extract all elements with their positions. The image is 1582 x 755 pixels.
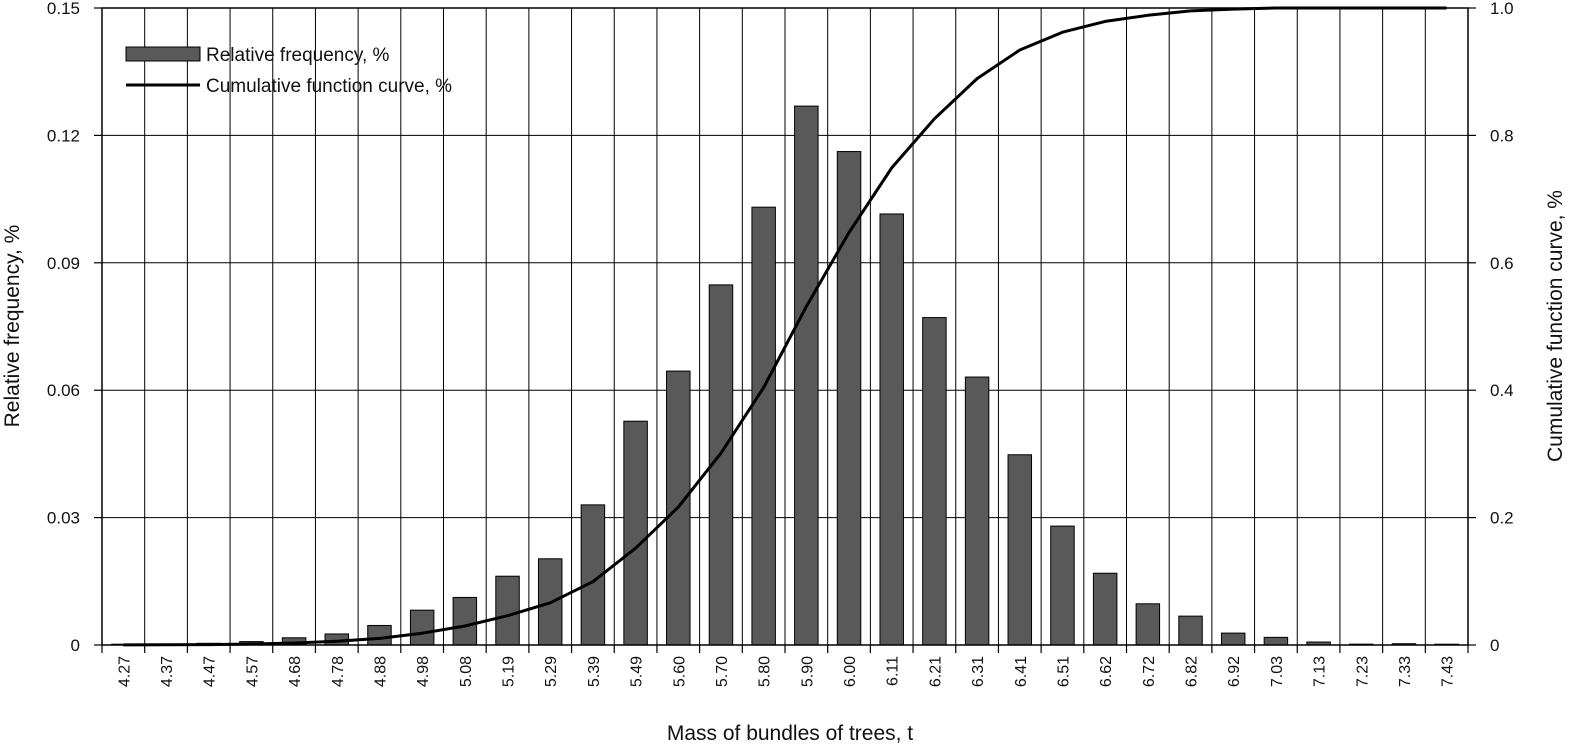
x-tick-label: 6.82 <box>1184 656 1201 687</box>
y2-axis-title: Cumulative function curve, % <box>1544 190 1567 462</box>
x-tick-label: 5.19 <box>501 656 518 687</box>
bar <box>879 213 904 646</box>
left-axis-ticks: 0 0.03 0.06 0.09 0.12 0.15 <box>47 0 102 655</box>
y-axis-title: Relative frequency, % <box>1 225 24 428</box>
x-tick-label: 6.92 <box>1226 656 1243 687</box>
bar <box>452 596 478 646</box>
y-tick-label: 0 <box>71 636 80 655</box>
x-tick-label: 6.62 <box>1098 656 1115 687</box>
y2-tick-label: 0.4 <box>1490 381 1514 400</box>
x-tick-label: 5.60 <box>671 656 688 687</box>
y2-tick-label: 1.0 <box>1490 0 1514 18</box>
x-tick-label: 4.78 <box>330 656 347 687</box>
x-tick-label: 4.57 <box>244 656 261 687</box>
y2-tick-label: 0 <box>1490 636 1499 655</box>
y-tick-label: 0.06 <box>47 381 80 400</box>
y2-tick-label: 0.8 <box>1490 126 1514 145</box>
legend-label-frequency: Relative frequency, % <box>206 45 390 66</box>
x-tick-label: 5.80 <box>757 656 774 687</box>
x-axis-title: Mass of bundles of trees, t <box>667 722 913 745</box>
bar <box>1220 632 1246 646</box>
x-tick-label: 5.49 <box>629 656 646 687</box>
x-tick-label: 4.37 <box>159 656 176 687</box>
x-tick-label: 4.98 <box>415 656 432 687</box>
bar <box>836 151 862 646</box>
x-tick-label: 5.29 <box>543 656 560 687</box>
y-tick-label: 0.12 <box>47 126 80 145</box>
bar <box>751 206 776 646</box>
x-tick-label: 7.03 <box>1269 656 1286 687</box>
cumulative-series <box>123 6 1447 647</box>
bar <box>409 609 435 646</box>
x-tick-label: 4.68 <box>287 656 304 687</box>
grid-lines <box>102 7 1468 646</box>
legend-label-cumulative: Cumulative function curve, % <box>206 76 452 97</box>
bar <box>623 420 648 646</box>
bar <box>1135 603 1161 646</box>
right-axis-ticks: 0 0.2 0.4 0.6 0.8 1.0 <box>1468 0 1514 655</box>
y-tick-label: 0.15 <box>47 0 80 18</box>
legend: Relative frequency, % Cumulative functio… <box>125 45 452 97</box>
x-tick-label: 4.27 <box>116 656 133 687</box>
x-tick-label: 6.21 <box>927 656 944 687</box>
y2-tick-label: 0.6 <box>1490 254 1514 273</box>
bar <box>1263 636 1289 646</box>
x-axis-ticks: 4.27 4.37 4.47 4.57 4.68 4.78 4.88 4.98 5.08 5.19… <box>101 645 1469 687</box>
x-tick-label: 5.70 <box>714 656 731 687</box>
bar <box>367 624 392 646</box>
cumulative-line <box>123 6 1447 647</box>
bar <box>1007 454 1033 646</box>
x-tick-label: 5.39 <box>586 656 603 687</box>
bar <box>1178 615 1203 646</box>
bar <box>495 575 520 646</box>
x-tick-label: 6.31 <box>970 656 987 687</box>
bar <box>922 317 947 646</box>
bar <box>1050 525 1075 646</box>
x-tick-label: 6.51 <box>1056 656 1073 687</box>
bar <box>964 376 990 646</box>
y-tick-label: 0.03 <box>47 509 80 528</box>
bar <box>1092 572 1118 646</box>
x-tick-label: 6.41 <box>1013 656 1030 687</box>
x-tick-label: 5.90 <box>799 656 816 687</box>
x-tick-label: 5.08 <box>458 656 475 687</box>
x-tick-label: 6.72 <box>1141 656 1158 687</box>
x-tick-label: 7.23 <box>1354 656 1371 687</box>
x-tick-label: 7.43 <box>1440 656 1457 687</box>
x-tick-label: 7.13 <box>1312 656 1329 687</box>
x-tick-label: 6.00 <box>842 656 859 687</box>
x-tick-label: 4.88 <box>373 656 390 687</box>
legend-bar-swatch <box>125 46 201 62</box>
x-tick-label: 7.33 <box>1397 656 1414 687</box>
y2-tick-label: 0.2 <box>1490 509 1514 528</box>
y-tick-label: 0.09 <box>47 254 80 273</box>
x-tick-label: 6.11 <box>885 656 902 686</box>
x-tick-label: 4.47 <box>202 656 219 687</box>
bar <box>794 105 819 646</box>
